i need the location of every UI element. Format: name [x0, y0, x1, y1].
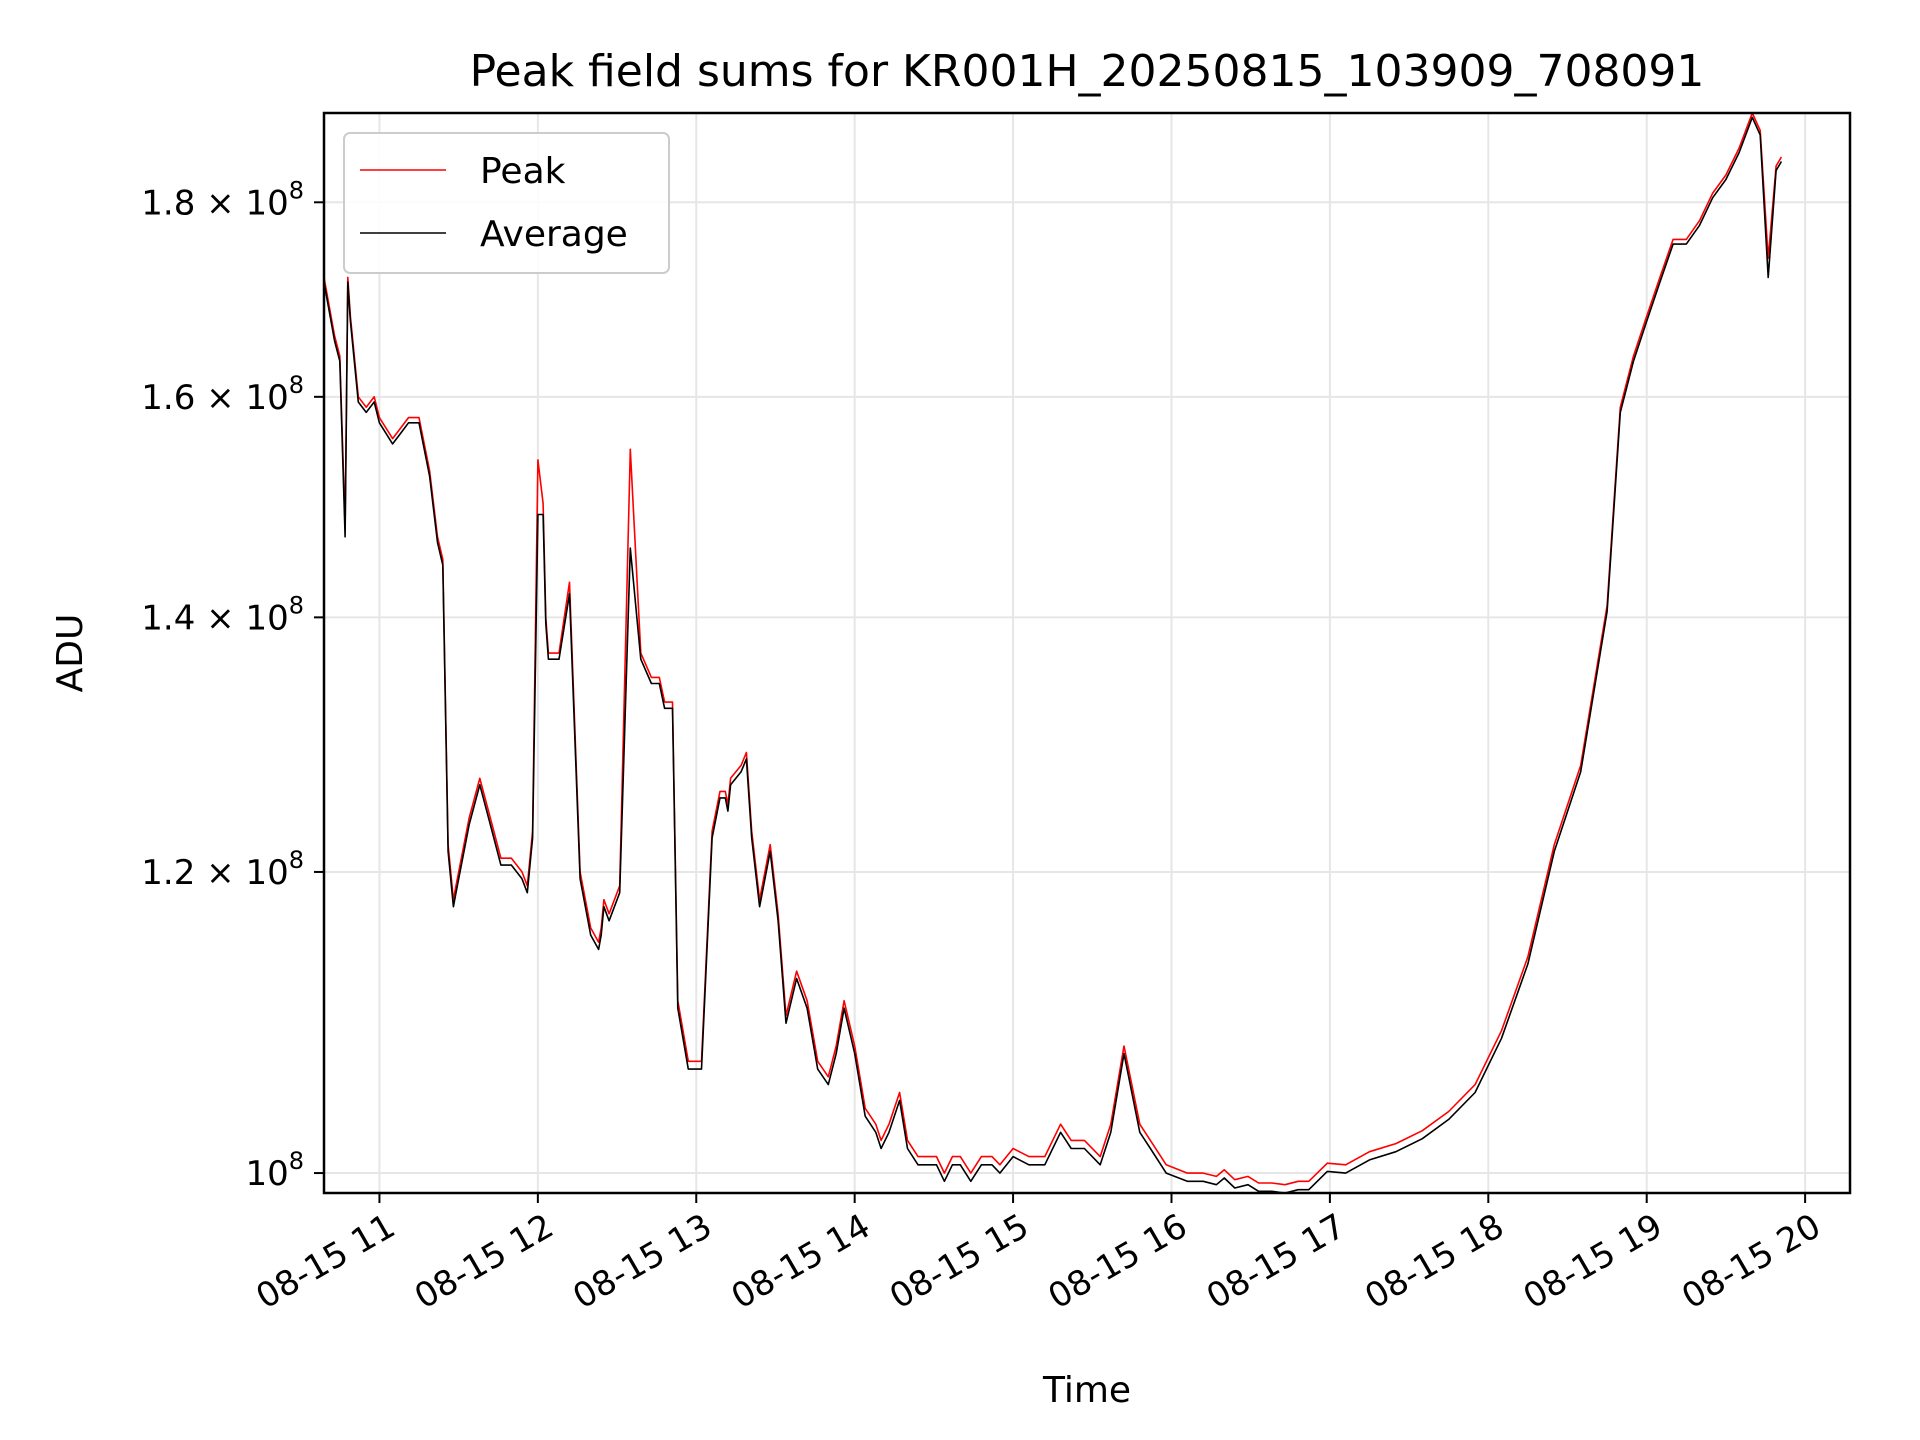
series-lines [323, 112, 1783, 1194]
y-tick-label: 1.6 × 108 [141, 371, 304, 418]
plot-frame [322, 111, 1852, 1195]
y-tick-label: 1.8 × 108 [141, 176, 304, 223]
series-line-average [323, 116, 1783, 1194]
legend: Peak Average [343, 132, 670, 274]
y-tick-label: 1.2 × 108 [141, 846, 304, 893]
y-tick-label: 1.4 × 108 [141, 591, 304, 638]
grid [324, 113, 1850, 1193]
axis-ticks [314, 201, 1807, 1203]
y-axis-title: ADU [50, 614, 91, 693]
x-axis-title: Time [1042, 1370, 1131, 1411]
y-tick-label: 108 [245, 1147, 304, 1194]
chart-title: Peak field sums for KR001H_20250815_1039… [470, 46, 1705, 97]
legend-box [343, 132, 670, 274]
legend-average-label: Average [480, 214, 628, 255]
y-tick-labels: 108 1.2 × 108 1.4 × 108 1.6 × 108 1.8 × 108 [141, 176, 304, 1194]
legend-peak-label: Peak [480, 151, 566, 192]
series-line-peak [323, 112, 1783, 1186]
